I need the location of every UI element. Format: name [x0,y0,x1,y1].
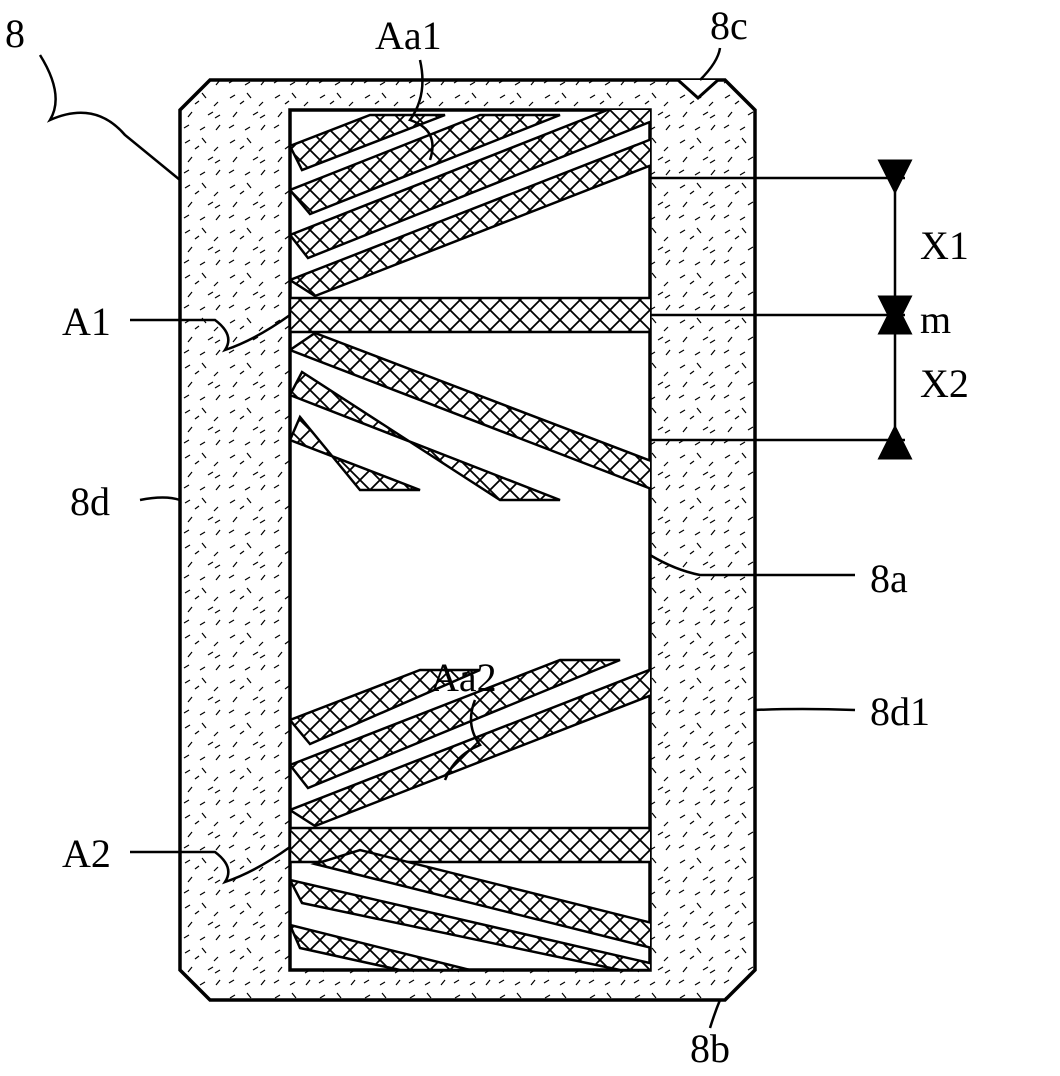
label-a1: A1 [62,298,111,345]
leader-8 [40,55,180,180]
label-m: m [920,296,951,343]
bearing-diagram [0,0,1060,1076]
label-8a: 8a [870,555,908,602]
label-8c: 8c [710,2,748,49]
label-x2: X2 [920,360,969,407]
label-a2: A2 [62,830,111,877]
leader-8c [700,48,720,80]
leader-8d1 [755,709,855,710]
label-8d1: 8d1 [870,688,930,735]
label-aa2: Aa2 [430,654,497,701]
label-aa1: Aa1 [375,12,442,59]
label-x1: X1 [920,222,969,269]
leader-8d [140,498,180,501]
label-8d: 8d [70,478,110,525]
leader-8b [710,1000,720,1028]
label-8: 8 [5,10,25,57]
label-8b: 8b [690,1025,730,1072]
